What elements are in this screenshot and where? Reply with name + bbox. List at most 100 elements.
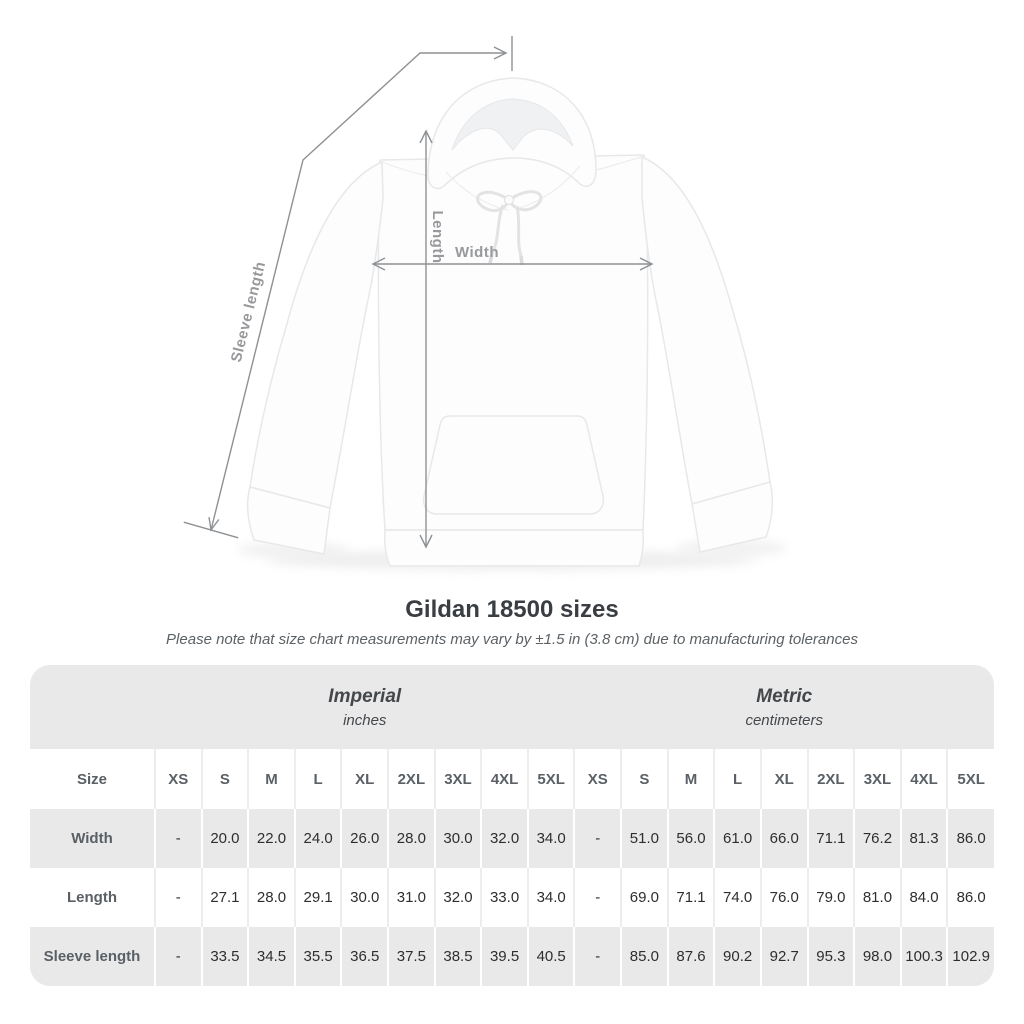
measurement-cell: 100.3 [899, 927, 948, 986]
metric-group-unit: centimeters [745, 712, 823, 730]
hoodie-shoulder-seams [381, 156, 643, 177]
measurement-cell: 85.0 [620, 927, 668, 986]
measurement-cell: 26.0 [340, 809, 389, 868]
measurement-cell: 95.3 [806, 927, 855, 986]
hoodie-drawstring [476, 190, 543, 266]
table-row-sleeve-length: Sleeve length - 33.5 34.5 35.5 36.5 37.5… [30, 927, 994, 986]
size-col-header: L [713, 749, 761, 809]
width-label: Width [455, 244, 499, 261]
length-arrow [419, 129, 433, 549]
measurement-cell: - [573, 868, 622, 927]
metric-group-header: Metric centimeters [574, 665, 994, 749]
measurement-cell: 33.0 [480, 868, 528, 927]
size-col-header: 3XL [853, 749, 901, 809]
measurement-cell: 90.2 [713, 927, 761, 986]
size-header: Size [30, 749, 155, 809]
measurement-cell: 28.0 [387, 809, 435, 868]
table-row-length: Length - 27.1 28.0 29.1 30.0 31.0 32.0 3… [30, 868, 994, 927]
sleeve-length-label: Sleeve length [228, 260, 269, 364]
measurement-cell: 71.1 [666, 868, 715, 927]
measurement-cell: 30.0 [340, 868, 389, 927]
metric-group-title: Metric [756, 686, 813, 708]
size-col-header: 2XL [806, 749, 855, 809]
measurement-cell: 37.5 [387, 927, 435, 986]
measurement-cell: 34.0 [526, 868, 575, 927]
size-col-header: XS [573, 749, 622, 809]
measurement-cell: - [573, 809, 622, 868]
measurement-cell: 40.5 [526, 927, 575, 986]
page-title: Gildan 18500 sizes [405, 596, 619, 623]
measurement-cell: 28.0 [247, 868, 295, 927]
table-row-width: Width - 20.0 22.0 24.0 26.0 28.0 30.0 32… [30, 809, 994, 868]
measurement-cell: 51.0 [620, 809, 668, 868]
size-col-header: XL [759, 749, 808, 809]
size-col-header: M [666, 749, 715, 809]
measurement-cell: 32.0 [433, 868, 482, 927]
row-label: Width [30, 809, 155, 868]
size-col-header: S [620, 749, 668, 809]
row-label: Length [30, 868, 155, 927]
tolerance-note: Please note that size chart measurements… [166, 631, 858, 648]
hoodie-pocket [422, 415, 605, 515]
measurement-cell: - [154, 927, 202, 986]
imperial-group-unit: inches [343, 712, 387, 730]
size-col-header: S [200, 749, 249, 809]
measurement-cell: 31.0 [387, 868, 435, 927]
measurement-cell: 56.0 [666, 809, 715, 868]
measurement-cell: 22.0 [247, 809, 295, 868]
hoodie-right-cuff [691, 481, 774, 553]
size-col-header: 5XL [946, 749, 994, 809]
size-col-header: 2XL [387, 749, 435, 809]
measurement-cell: 87.6 [666, 927, 715, 986]
length-label: Length [429, 211, 446, 264]
imperial-group-title: Imperial [328, 686, 402, 708]
size-col-header: XS [154, 749, 202, 809]
measurement-cell: 81.0 [853, 868, 901, 927]
unit-group-spacer [30, 665, 155, 749]
measurement-cell: 32.0 [480, 809, 528, 868]
measurement-cell: 35.5 [293, 927, 342, 986]
size-col-header: 4XL [899, 749, 948, 809]
measurement-cell: 69.0 [620, 868, 668, 927]
measurement-cell: 27.1 [200, 868, 249, 927]
measurement-cell: 34.5 [247, 927, 295, 986]
measurement-cell: 30.0 [433, 809, 482, 868]
hoodie-left-sleeve [249, 160, 384, 509]
measurement-cell: 38.5 [433, 927, 482, 986]
measurement-cell: 86.0 [946, 809, 994, 868]
hoodie-illustration [246, 77, 774, 567]
hoodie-hem-band [384, 529, 644, 567]
size-diagram: Sleeve length Length Width [183, 36, 787, 570]
measurement-cell: - [154, 868, 202, 927]
measurement-cell: 24.0 [293, 809, 342, 868]
unit-group-header-row: Imperial inches Metric centimeters [30, 665, 994, 749]
measurement-cell: 76.0 [759, 868, 808, 927]
size-col-header: XL [340, 749, 389, 809]
measurement-cell: 71.1 [806, 809, 855, 868]
hoodie-right-sleeve [641, 155, 771, 505]
measurement-cell: 84.0 [899, 868, 948, 927]
measurement-cell: 36.5 [340, 927, 389, 986]
measurement-cell: 86.0 [946, 868, 994, 927]
hoodie-hood-lining [451, 98, 574, 151]
measurement-cell: 33.5 [200, 927, 249, 986]
width-arrow [371, 257, 654, 271]
size-header-row: Size XS S M L XL 2XL 3XL 4XL 5XL XS S M … [30, 749, 994, 809]
measurement-cell: 39.5 [480, 927, 528, 986]
size-chart-table: Imperial inches Metric centimeters Size … [30, 665, 994, 986]
measurement-cell: 92.7 [759, 927, 808, 986]
size-col-header: M [247, 749, 295, 809]
sleeve-length-arrow [183, 36, 513, 539]
size-col-header: 4XL [480, 749, 528, 809]
measurement-cell: 74.0 [713, 868, 761, 927]
size-col-header: 5XL [526, 749, 575, 809]
measurement-cell: 61.0 [713, 809, 761, 868]
measurement-cell: 20.0 [200, 809, 249, 868]
row-label: Sleeve length [30, 927, 155, 986]
imperial-group-header: Imperial inches [155, 665, 575, 749]
measurement-cell: 81.3 [899, 809, 948, 868]
measurement-cell: 79.0 [806, 868, 855, 927]
measurement-cell: 102.9 [946, 927, 994, 986]
hoodie-left-cuff [246, 486, 331, 555]
size-col-header: 3XL [433, 749, 482, 809]
